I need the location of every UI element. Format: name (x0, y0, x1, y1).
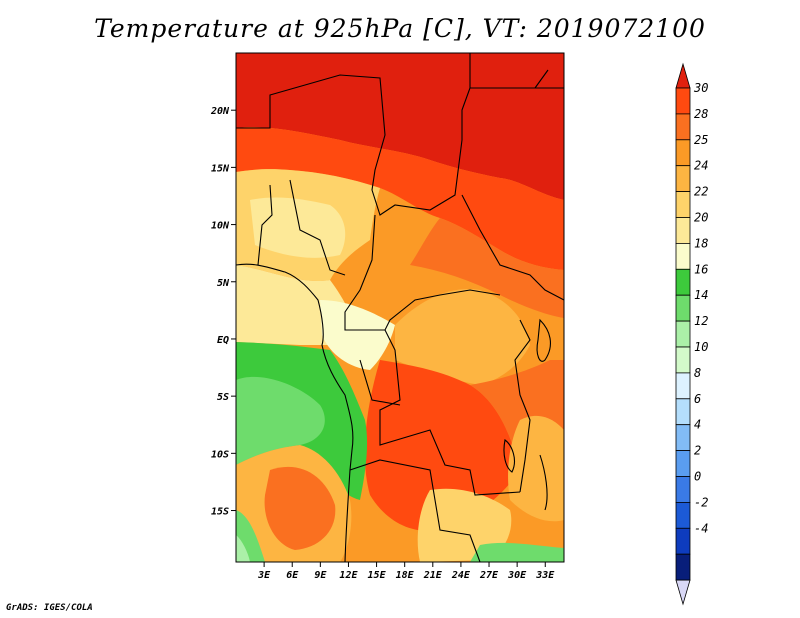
lon-tick-label: 15E (368, 570, 387, 581)
colorbar-swatch (675, 476, 691, 503)
latitude-axis: 20N 15N 10N 5N EQ 5S 10S 15S (210, 106, 236, 518)
colorbar-swatch (675, 294, 691, 322)
colorbar-bottom-arrow (675, 579, 691, 606)
field-28c-south (364, 360, 520, 531)
lon-tick-label: 6E (286, 570, 299, 581)
border-angola-zambia (349, 459, 481, 562)
colorbar-swatch (675, 553, 691, 581)
lake-tanganyika (503, 439, 515, 473)
field-18c-gabon (320, 300, 395, 370)
colorbar-label: 24 (694, 159, 708, 173)
longitude-axis: 3E 6E 9E 12E 15E 18E 21E 24E 27E 30E 33E (257, 562, 555, 581)
colorbar-swatch (675, 165, 691, 192)
colorbar-swatch (675, 527, 691, 555)
field-14c-atlantic (236, 376, 325, 465)
field-25c-angola (264, 466, 336, 550)
border-sahel (236, 53, 471, 216)
field-25c-east (410, 218, 564, 318)
colorbar-swatch (675, 217, 691, 244)
red-sea-coast (534, 69, 549, 89)
coastline (236, 263, 354, 562)
colorbar-swatch (675, 346, 691, 374)
colorbar-swatch (675, 113, 691, 141)
colorbar-label: 25 (694, 133, 708, 147)
border-benin (257, 184, 273, 266)
colorbar-swatch (675, 139, 691, 167)
colorbar-label: 10 (694, 340, 708, 354)
colorbar-label: 14 (694, 288, 708, 302)
colorbar-swatch (675, 268, 691, 296)
colorbar-label: 22 (694, 185, 708, 199)
colorbar-label: 8 (694, 366, 701, 380)
colorbar-label: 0 (694, 470, 701, 484)
colorbar-label: 20 (694, 211, 708, 225)
colorbar-label: 28 (694, 107, 708, 121)
lat-tick-label: 5S (217, 392, 229, 403)
lon-tick-label: 12E (339, 570, 358, 581)
colorbar-label: -4 (694, 521, 708, 535)
field-22c-rift (508, 415, 564, 522)
lon-tick-label: 27E (479, 570, 499, 581)
field-24c-basin (395, 289, 530, 385)
lake-victoria (536, 318, 551, 362)
border-rift-valley (514, 319, 531, 493)
colorbar-top-arrow (675, 62, 691, 89)
lat-tick-label: 10S (211, 449, 229, 460)
lon-tick-label: 33E (535, 570, 555, 581)
lat-tick-label: 15N (211, 163, 230, 174)
colorbar-label: 12 (694, 314, 708, 328)
border-congo-river (359, 359, 401, 406)
lat-tick-label: 5N (217, 278, 230, 289)
lon-tick-label: 21E (423, 570, 443, 581)
political-borders (236, 53, 564, 562)
lon-tick-label: 9E (314, 570, 327, 581)
colorbar-label: 2 (694, 444, 701, 458)
colorbar-label: 30 (693, 81, 708, 95)
lon-tick-label: 30E (507, 570, 527, 581)
colorbar-label: 6 (694, 392, 701, 406)
colorbar-swatch (675, 242, 691, 270)
lat-tick-label: EQ (217, 335, 229, 346)
lon-tick-label: 18E (396, 570, 415, 581)
colorbar-label: 4 (694, 418, 701, 432)
colorbar-label: 18 (694, 236, 708, 250)
field-20c-south (417, 488, 512, 562)
field-30c-north (236, 53, 564, 200)
colorbar-label: -2 (694, 495, 708, 509)
map-frame (235, 52, 565, 563)
colorbar-swatch (675, 501, 691, 529)
grads-credit: GrADS: IGES/COLA (6, 603, 93, 613)
chart-title: Temperature at 925hPa [C], VT: 201907210… (94, 14, 706, 43)
colorbar-swatch (675, 87, 691, 115)
lon-tick-label: 24E (451, 570, 471, 581)
border-drc (379, 329, 521, 496)
colorbar-swatch (675, 372, 691, 400)
lat-tick-label: 20N (210, 106, 230, 117)
temperature-field (236, 53, 564, 562)
lon-tick-label: 3E (257, 570, 271, 581)
colorbar-swatch (675, 424, 691, 452)
border-sudan-south (461, 194, 564, 301)
field-12c-southwest (236, 535, 250, 562)
colorbar-label: 16 (694, 262, 708, 276)
lat-tick-label: 15S (211, 507, 229, 518)
border-nigeria (289, 179, 346, 276)
colorbar-swatch (675, 398, 691, 426)
colorbar-swatch (675, 320, 691, 348)
colorbar-swatch (675, 191, 691, 218)
colorbar-swatch (675, 450, 691, 477)
field-14c-south-edge (470, 542, 564, 562)
lat-tick-label: 10N (211, 221, 230, 232)
lake-malawi (539, 454, 548, 511)
